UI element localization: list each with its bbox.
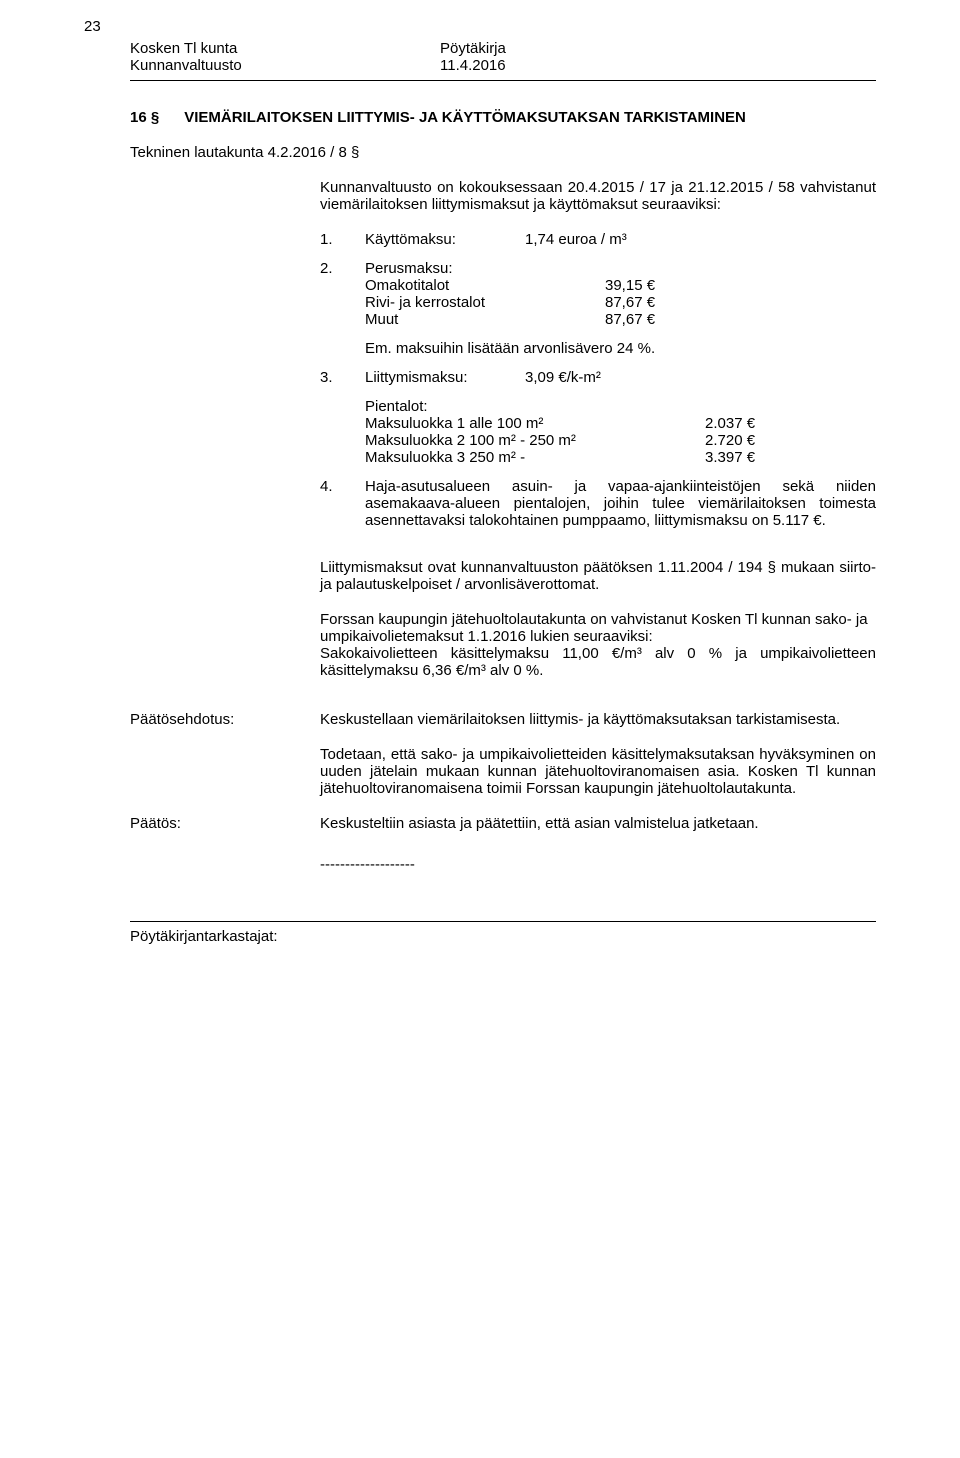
maksuluokka-desc: Maksuluokka 1 alle 100 m² — [365, 415, 705, 432]
document-page: 23 Kosken Tl kunta Kunnanvaltuusto Pöytä… — [0, 0, 960, 995]
forssa-paragraph-1: Forssan kaupungin jätehuoltolautakunta o… — [320, 611, 876, 645]
perusmaksu-row-label: Muut — [365, 311, 605, 328]
paatos-text: Keskusteltiin asiasta ja päätettiin, ett… — [320, 815, 876, 832]
paatosehdotus-text-1: Keskustellaan viemärilaitoksen liittymis… — [320, 711, 876, 728]
pientalot-label: Pientalot: — [365, 398, 876, 415]
perusmaksu-row-value: 39,15 € — [605, 277, 705, 294]
paatos-label: Päätös: — [130, 815, 320, 832]
fee-item-4: 4. Haja-asutusalueen asuin- ja vapaa-aja… — [320, 478, 876, 529]
section-number: 16 § — [130, 109, 159, 126]
liittymismaksu-note: Liittymismaksut ovat kunnanvaltuuston pä… — [320, 559, 876, 593]
forssa-paragraph-2: Sakokaivolietteen käsittelymaksu 11,00 €… — [320, 645, 876, 679]
footer-label: Pöytäkirjantarkastajat: — [130, 928, 876, 945]
maksuluokka-desc: Maksuluokka 2 100 m² - 250 m² — [365, 432, 705, 449]
body-name: Kunnanvaltuusto — [130, 57, 440, 74]
maksuluokka-row: Maksuluokka 1 alle 100 m² 2.037 € — [365, 415, 876, 432]
item-number: 3. — [320, 369, 365, 386]
header-rule — [130, 80, 876, 81]
decision-proposal-section: Päätösehdotus: Keskustellaan viemärilait… — [130, 711, 876, 797]
perusmaksu-row-value: 87,67 € — [605, 294, 705, 311]
decision-section: Päätös: Keskusteltiin asiasta ja päätett… — [130, 815, 876, 832]
section-heading: VIEMÄRILAITOKSEN LIITTYMIS- JA KÄYTTÖMAK… — [184, 109, 746, 126]
fee-item-3: 3. Liittymismaksu: 3,09 €/k-m² — [320, 369, 876, 386]
paatosehdotus-label: Päätösehdotus: — [130, 711, 320, 797]
kayttomaksu-value: 1,74 euroa / m³ — [525, 231, 627, 248]
perusmaksu-row: Omakotitalot 39,15 € — [365, 277, 876, 294]
item-number: 1. — [320, 231, 365, 248]
page-number-top: 23 — [84, 18, 101, 35]
footer-rule — [130, 921, 876, 922]
perusmaksu-row: Muut 87,67 € — [365, 311, 876, 328]
separator-dashes: ------------------- — [320, 856, 876, 873]
item-number: 4. — [320, 478, 365, 529]
kayttomaksu-label: Käyttömaksu: — [365, 231, 525, 248]
perusmaksu-row: Rivi- ja kerrostalot 87,67 € — [365, 294, 876, 311]
org-name: Kosken Tl kunta — [130, 40, 440, 57]
maksuluokka-value: 2.037 € — [705, 415, 825, 432]
maksuluokka-row: Maksuluokka 3 250 m² - 3.397 € — [365, 449, 876, 466]
meeting-date: 11.4.2016 — [440, 57, 506, 74]
maksuluokka-desc: Maksuluokka 3 250 m² - — [365, 449, 705, 466]
perusmaksu-row-label: Rivi- ja kerrostalot — [365, 294, 605, 311]
tech-board-ref: Tekninen lautakunta 4.2.2016 / 8 § — [130, 144, 876, 161]
perusmaksu-label: Perusmaksu: — [365, 260, 876, 277]
maksuluokka-value: 3.397 € — [705, 449, 825, 466]
section-title: 16 § VIEMÄRILAITOKSEN LIITTYMIS- JA KÄYT… — [130, 109, 876, 126]
intro-paragraph: Kunnanvaltuusto on kokouksessaan 20.4.20… — [320, 179, 876, 213]
paatosehdotus-text-2: Todetaan, että sako- ja umpikaivoliettei… — [320, 746, 876, 797]
haja-asutus-text: Haja-asutusalueen asuin- ja vapaa-ajanki… — [365, 478, 876, 529]
maksuluokka-row: Maksuluokka 2 100 m² - 250 m² 2.720 € — [365, 432, 876, 449]
document-header: Kosken Tl kunta Kunnanvaltuusto Pöytäkir… — [130, 40, 876, 74]
vat-note: Em. maksuihin lisätään arvonlisävero 24 … — [365, 340, 876, 357]
liittymismaksu-value: 3,09 €/k-m² — [525, 369, 601, 386]
maksuluokka-value: 2.720 € — [705, 432, 825, 449]
perusmaksu-row-value: 87,67 € — [605, 311, 705, 328]
fee-item-1: 1. Käyttömaksu: 1,74 euroa / m³ — [320, 231, 876, 248]
maksuluokka-table: Maksuluokka 1 alle 100 m² 2.037 € Maksul… — [365, 415, 876, 466]
fee-item-2: 2. Perusmaksu: Omakotitalot 39,15 € Rivi… — [320, 260, 876, 328]
perusmaksu-row-label: Omakotitalot — [365, 277, 605, 294]
liittymismaksu-label: Liittymismaksu: — [365, 369, 525, 386]
doc-type: Pöytäkirja — [440, 40, 506, 57]
item-number: 2. — [320, 260, 365, 328]
